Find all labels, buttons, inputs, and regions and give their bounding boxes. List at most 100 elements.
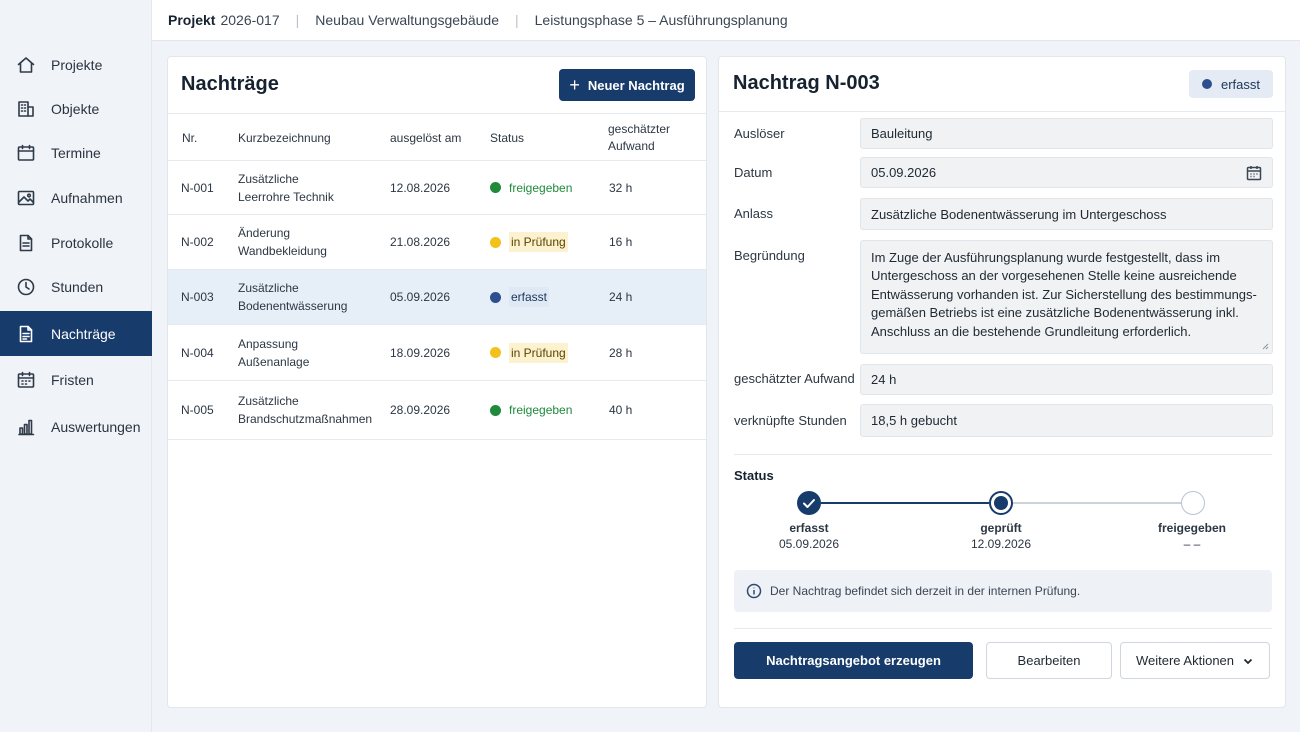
info-box: Der Nachtrag befindet sich derzeit in de… xyxy=(734,570,1272,612)
row-aufwand: 16 h xyxy=(609,235,633,249)
bar-chart-icon xyxy=(16,417,36,437)
resize-handle-icon[interactable] xyxy=(1262,343,1269,350)
stunden-field[interactable]: 18,5 h gebucht xyxy=(860,404,1273,437)
sidebar-item-fristen[interactable]: Fristen xyxy=(0,357,152,402)
step-name: freigegeben xyxy=(1157,521,1226,535)
detail-title: Nachtrag N-003 xyxy=(733,72,880,94)
sidebar-item-nachtraege[interactable]: Nachträge xyxy=(0,311,152,356)
step-freigegeben-label: freigegeben – – xyxy=(1132,520,1252,552)
calendar-icon[interactable] xyxy=(1246,165,1262,181)
row-kurz-line1: Zusätzliche xyxy=(238,281,299,295)
begruendung-textarea[interactable]: Im Zuge der Ausführungsplanung wurde fes… xyxy=(860,240,1273,354)
sidebar-item-label: Fristen xyxy=(51,371,94,388)
sidebar-item-protokolle[interactable]: Protokolle xyxy=(0,220,152,265)
column-header-kurzbezeichnung[interactable]: Kurzbezeichnung xyxy=(238,130,331,145)
begruendung-line: Anschluss an die bestehende Grundleitung… xyxy=(871,323,1192,339)
image-icon xyxy=(16,188,36,208)
calendar-icon xyxy=(16,143,36,163)
table-row-selected[interactable]: N-003 Zusätzliche Bodenentwässerung 05.09… xyxy=(168,270,706,325)
column-header-datum[interactable]: ausgelöst am xyxy=(390,130,462,145)
ausloeser-field[interactable]: Bauleitung xyxy=(860,118,1273,149)
more-actions-button[interactable]: Weitere Aktionen xyxy=(1120,642,1270,679)
sidebar-item-label: Stunden xyxy=(51,278,104,295)
sidebar-item-label: Objekte xyxy=(51,100,100,117)
step-geprueft-label: geprüft 12.09.2026 xyxy=(941,520,1061,552)
status-section-title: Status xyxy=(734,468,774,483)
header-divider: | xyxy=(514,12,519,28)
new-nachtrag-label: Neuer Nachtrag xyxy=(587,77,685,93)
project-phase: Leistungsphase 5 – Ausführungsplanung xyxy=(534,12,788,28)
column-header-status[interactable]: Status xyxy=(490,130,525,145)
row-kurz-line1: Änderung xyxy=(238,226,291,240)
row-datum: 21.08.2026 xyxy=(390,235,451,249)
status-dot-icon xyxy=(490,182,501,193)
column-header-aufwand[interactable]: geschätzter Aufwand xyxy=(608,114,670,162)
sidebar-item-label: Projekte xyxy=(51,56,103,73)
status-badge: freigegeben xyxy=(490,161,572,214)
project-header: Projekt 2026-017 | Neubau Verwaltungsgeb… xyxy=(152,0,1300,41)
status-dot-icon xyxy=(490,404,501,416)
anlass-field[interactable]: Zusätzliche Bodenentwässerung im Unterge… xyxy=(860,198,1273,230)
step-erfasst-check-icon xyxy=(797,491,821,515)
row-kurz-line2: Wandbekleidung xyxy=(238,244,327,258)
table-row[interactable]: N-001 Zusätzliche Leerrohre Technik 12.08… xyxy=(168,161,706,215)
datum-field[interactable]: 05.09.2026 xyxy=(860,157,1273,188)
project-label: Projekt xyxy=(168,12,216,28)
sidebar-item-label: Termine xyxy=(51,144,101,161)
project-number: 2026-017 xyxy=(220,12,280,28)
status-badge: in Prüfung xyxy=(490,215,568,269)
sidebar-item-projekte[interactable]: Projekte xyxy=(0,42,152,87)
stepper-line-open xyxy=(1013,502,1181,504)
status-label: freigegeben xyxy=(509,180,573,195)
row-nr: N-001 xyxy=(181,180,214,195)
aufwand-field[interactable]: 24 h xyxy=(860,364,1273,395)
sidebar-item-stunden[interactable]: Stunden xyxy=(0,264,152,309)
begruendung-label: Begründung xyxy=(734,248,805,263)
step-name: erfasst xyxy=(789,521,829,535)
row-kurz-line1: Anpassung xyxy=(238,336,299,351)
project-name: Neubau Verwaltungsgebäude xyxy=(315,12,499,28)
row-datum: 28.09.2026 xyxy=(390,403,451,417)
row-datum: 18.09.2026 xyxy=(390,345,451,360)
row-kurz-line2: Brandschutzmaßnahmen xyxy=(238,412,373,426)
step-date: 12.09.2026 xyxy=(970,537,1032,551)
step-date: – – xyxy=(1183,537,1201,551)
table-header: Nr. Kurzbezeichnung ausgelöst am Status … xyxy=(168,113,706,161)
step-geprueft-current-icon xyxy=(989,491,1013,515)
sidebar-item-objekte[interactable]: Objekte xyxy=(0,86,152,131)
begruendung-line: gemäßen Betriebs ist eine zusätzliche Bo… xyxy=(871,305,1239,321)
table-row[interactable]: N-002 Änderung Wandbekleidung 21.08.2026 … xyxy=(168,215,706,270)
row-nr: N-003 xyxy=(181,290,214,304)
chevron-down-icon xyxy=(1242,655,1254,667)
stepper-line-done xyxy=(821,502,989,504)
column-header-aufwand-line2: Aufwand xyxy=(608,139,655,153)
info-icon xyxy=(746,583,762,599)
row-kurz-line1: Zusätzliche xyxy=(238,171,299,186)
sidebar-item-termine[interactable]: Termine xyxy=(0,130,152,175)
table-row[interactable]: N-005 Zusätzliche Brandschutzmaßnahmen 28… xyxy=(168,381,706,440)
anlass-label: Anlass xyxy=(734,206,774,221)
create-offer-button[interactable]: Nachtragsangebot erzeugen xyxy=(734,642,973,679)
header-divider: | xyxy=(295,12,300,28)
divider xyxy=(734,628,1272,629)
begruendung-line: Entwässerung vorhanden ist. Zur Sicherst… xyxy=(871,286,1257,302)
table-row[interactable]: N-004 Anpassung Außenanlage 18.09.2026 in… xyxy=(168,325,706,381)
edit-button[interactable]: Bearbeiten xyxy=(986,642,1112,679)
row-datum: 05.09.2026 xyxy=(390,290,451,304)
sidebar-item-label: Protokolle xyxy=(51,234,114,251)
row-aufwand: 24 h xyxy=(609,290,633,304)
clock-icon xyxy=(16,277,36,297)
stunden-label: verknüpfte Stunden xyxy=(734,413,847,428)
sidebar-item-auswertungen[interactable]: Auswertungen xyxy=(0,404,152,449)
sidebar-item-label: Auswertungen xyxy=(51,418,141,435)
sidebar-item-label: Aufnahmen xyxy=(51,189,123,206)
begruendung-line: Untergeschoss an der vorgesehenen Stelle… xyxy=(871,268,1237,284)
calendar-grid-icon xyxy=(16,370,36,390)
column-header-nr[interactable]: Nr. xyxy=(182,130,198,145)
row-kurz-line2: Leerrohre Technik xyxy=(238,189,334,204)
row-datum: 12.08.2026 xyxy=(390,180,451,195)
sidebar-item-aufnahmen[interactable]: Aufnahmen xyxy=(0,175,152,220)
new-nachtrag-button[interactable]: + Neuer Nachtrag xyxy=(559,69,695,101)
more-actions-label: Weitere Aktionen xyxy=(1135,653,1235,668)
row-nr: N-002 xyxy=(181,235,214,249)
